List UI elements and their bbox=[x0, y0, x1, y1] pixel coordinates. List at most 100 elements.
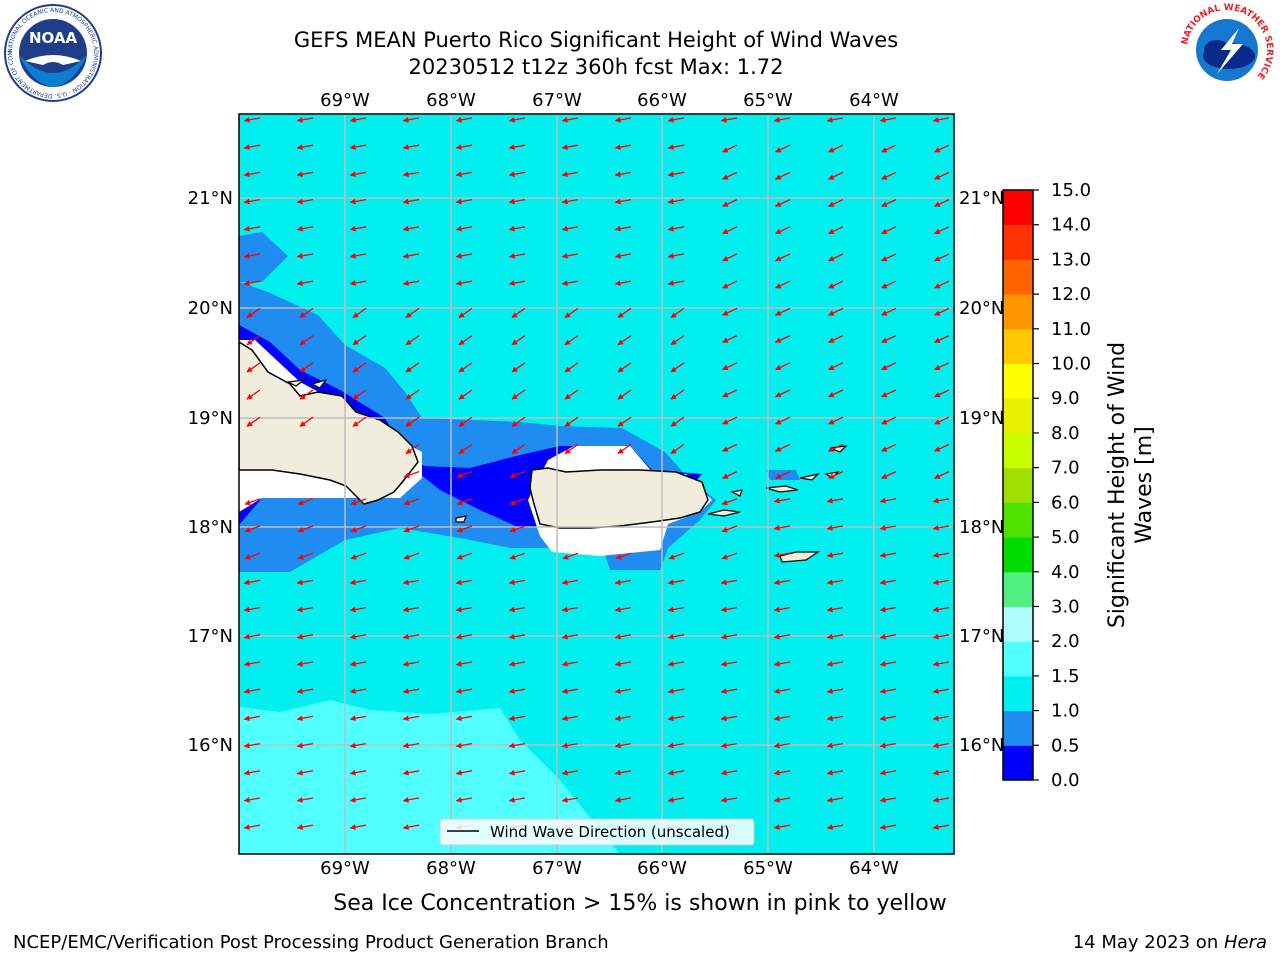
wind-arrow-head bbox=[614, 280, 621, 286]
wind-arrow-head bbox=[564, 339, 571, 346]
wind-arrow-head bbox=[826, 742, 833, 749]
colorbar-segment bbox=[1003, 328, 1033, 365]
wind-arrow-head bbox=[879, 797, 886, 803]
wind-arrow-head bbox=[774, 228, 782, 234]
colorbar-tick-label: 4.0 bbox=[1051, 562, 1080, 583]
wind-arrow-head bbox=[243, 117, 250, 123]
wind-arrow-head bbox=[880, 473, 888, 479]
wind-arrow-head bbox=[773, 824, 780, 830]
wind-arrow-head bbox=[296, 198, 303, 205]
wind-arrow-head bbox=[402, 742, 409, 749]
wind-arrow-head bbox=[774, 201, 782, 207]
colorbar-tick-label: 14.0 bbox=[1051, 215, 1091, 236]
wind-arrow-head bbox=[243, 280, 250, 286]
wind-arrow-head bbox=[880, 201, 888, 207]
wind-arrow-head bbox=[402, 198, 409, 205]
wind-arrow-head bbox=[879, 769, 886, 776]
wind-arrow-head bbox=[296, 797, 303, 803]
wind-arrow-head bbox=[827, 283, 835, 289]
wind-arrow-head bbox=[879, 661, 886, 667]
wind-arrow-head bbox=[614, 769, 621, 776]
wind-arrow-head bbox=[614, 606, 621, 613]
wind-arrow-head bbox=[455, 198, 462, 205]
wind-arrow-head bbox=[405, 448, 412, 454]
wind-arrow-head bbox=[402, 171, 409, 178]
wind-arrow-head bbox=[667, 117, 674, 123]
wind-arrow-head bbox=[455, 280, 462, 286]
wind-arrow-head bbox=[561, 661, 568, 667]
wind-arrow-head bbox=[299, 312, 306, 318]
wind-arrow-head bbox=[296, 144, 303, 150]
wind-arrow-head bbox=[614, 225, 621, 232]
wind-arrow-head bbox=[667, 253, 674, 259]
wind-arrow-head bbox=[458, 448, 465, 454]
wind-arrow-head bbox=[458, 420, 465, 427]
wind-arrow-head bbox=[402, 579, 409, 586]
wind-arrow-head bbox=[299, 393, 306, 400]
lon-label-bottom: 68°W bbox=[426, 858, 476, 879]
wind-arrow-head bbox=[826, 661, 833, 667]
lat-label-left: 17°N bbox=[188, 626, 233, 647]
wind-arrow-head bbox=[455, 579, 462, 586]
land-turks-islands bbox=[285, 378, 328, 389]
wind-arrow-head bbox=[774, 283, 782, 289]
wind-arrow-head bbox=[508, 688, 515, 694]
wind-arrow-head bbox=[402, 606, 409, 613]
wind-arrow-head bbox=[296, 579, 303, 586]
wind-arrow-head bbox=[720, 715, 727, 722]
wind-arrow-head bbox=[670, 448, 677, 454]
wind-arrow-head bbox=[349, 661, 356, 667]
wind-arrow-head bbox=[614, 253, 621, 259]
noaa-logo: NATIONAL OCEANIC AND ATMOSPHERIC ADMINIS… bbox=[3, 3, 102, 102]
wind-arrow-head bbox=[720, 742, 727, 749]
wind-arrow-head bbox=[349, 824, 356, 830]
wind-arrow-head bbox=[880, 310, 888, 316]
wind-arrow-head bbox=[827, 419, 835, 425]
wind-arrow-head bbox=[932, 661, 939, 667]
wind-arrow-head bbox=[933, 391, 941, 398]
wind-arrow-head bbox=[246, 393, 253, 400]
wind-arrow-head bbox=[561, 715, 568, 722]
wind-arrow-head bbox=[720, 797, 727, 803]
wind-arrow-head bbox=[615, 554, 622, 560]
wind-arrow-head bbox=[350, 499, 357, 506]
wind-arrow-head bbox=[511, 448, 518, 454]
wind-arrow-head bbox=[774, 310, 782, 316]
wind-arrow-head bbox=[614, 633, 621, 640]
wind-arrow-head bbox=[617, 339, 624, 346]
wind-arrow-head bbox=[932, 688, 939, 694]
colorbar-segment bbox=[1003, 432, 1033, 469]
wind-arrow-head bbox=[402, 225, 409, 232]
wind-arrow-head bbox=[349, 144, 356, 150]
land-culebra bbox=[730, 489, 743, 497]
wind-arrow-head bbox=[349, 225, 356, 232]
colorbar-tick-label: 12.0 bbox=[1051, 284, 1091, 305]
colorbar-tick-label: 1.0 bbox=[1051, 701, 1080, 722]
wind-arrow-head bbox=[349, 633, 356, 640]
colorbar-segment bbox=[1003, 294, 1033, 330]
wind-arrow-head bbox=[667, 144, 674, 150]
land-st-croix bbox=[779, 551, 820, 563]
wind-arrow-head bbox=[561, 171, 568, 178]
colorbar-segment bbox=[1003, 259, 1033, 295]
wind-arrow-head bbox=[670, 366, 677, 373]
wind-arrow-head bbox=[880, 228, 888, 234]
wind-arrow-head bbox=[670, 393, 677, 400]
wind-arrow-head bbox=[508, 253, 515, 259]
wind-arrow-head bbox=[670, 420, 677, 427]
wind-arrow-head bbox=[879, 579, 886, 586]
wind-arrow-head bbox=[246, 366, 253, 373]
wind-arrow-head bbox=[561, 198, 568, 205]
land-vieques bbox=[707, 509, 741, 517]
wind-arrow-head bbox=[879, 688, 886, 694]
wind-arrow-head bbox=[721, 391, 729, 398]
wind-arrow-head bbox=[827, 446, 835, 452]
wind-arrow-head bbox=[721, 554, 728, 560]
wind-arrow-head bbox=[243, 253, 250, 259]
wind-arrow-head bbox=[296, 633, 303, 640]
wind-arrow-head bbox=[402, 633, 409, 640]
wind-arrow-head bbox=[564, 393, 571, 400]
wind-arrow-head bbox=[826, 525, 833, 531]
wind-arrow-head bbox=[932, 606, 939, 613]
